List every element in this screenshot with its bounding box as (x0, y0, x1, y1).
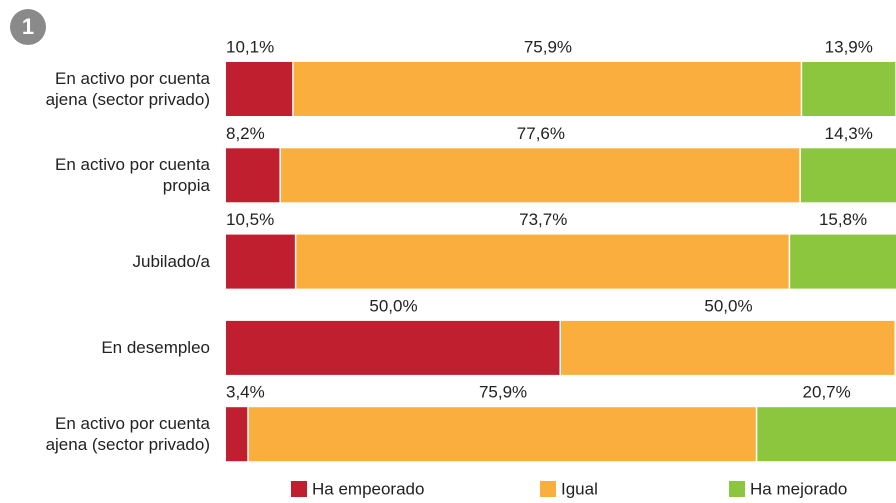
bar-segment (280, 148, 800, 203)
bar-segment (296, 234, 789, 289)
value-label: 50,0% (704, 296, 752, 315)
category-label: En activo por cuenta ajena (sector priva… (45, 414, 210, 455)
bar-segment (226, 148, 280, 203)
bar-segment (802, 62, 896, 116)
bar-segment (226, 320, 560, 375)
legend-label: Igual (561, 479, 598, 498)
value-label: 10,1% (226, 37, 274, 56)
value-label: 13,9% (825, 37, 873, 56)
bar-segment (226, 234, 295, 289)
bar-segment (226, 62, 293, 116)
value-label: 8,2% (226, 124, 265, 143)
legend-swatch (729, 481, 745, 497)
value-label: 50,0% (369, 296, 417, 315)
legend-label: Ha empeorado (312, 479, 424, 498)
legend-swatch (291, 481, 307, 497)
bar-segment (561, 320, 895, 375)
value-label: 14,3% (825, 124, 873, 143)
legend-label: Ha mejorado (750, 479, 847, 498)
value-label: 20,7% (803, 383, 851, 402)
bar-segment (790, 234, 896, 289)
bar-segment (800, 148, 896, 203)
bar-segment (248, 407, 756, 462)
category-label: En desempleo (101, 338, 210, 358)
value-label: 77,6% (517, 124, 565, 143)
badge-circle (10, 9, 46, 45)
category-label: En activo por cuenta propia (55, 155, 210, 196)
value-label: 75,9% (524, 37, 572, 56)
badge: 1 (22, 14, 34, 39)
bar-segment (757, 407, 896, 462)
legend-swatch (540, 481, 556, 497)
value-label: 3,4% (226, 383, 265, 402)
category-label: Jubilado/a (132, 252, 210, 272)
value-label: 73,7% (519, 210, 567, 229)
bar-segment (226, 407, 248, 462)
bar-segment (293, 62, 801, 116)
value-label: 15,8% (819, 210, 867, 229)
value-label: 10,5% (226, 210, 274, 229)
category-label: En activo por cuenta ajena (sector priva… (45, 69, 210, 109)
value-label: 75,9% (479, 383, 527, 402)
